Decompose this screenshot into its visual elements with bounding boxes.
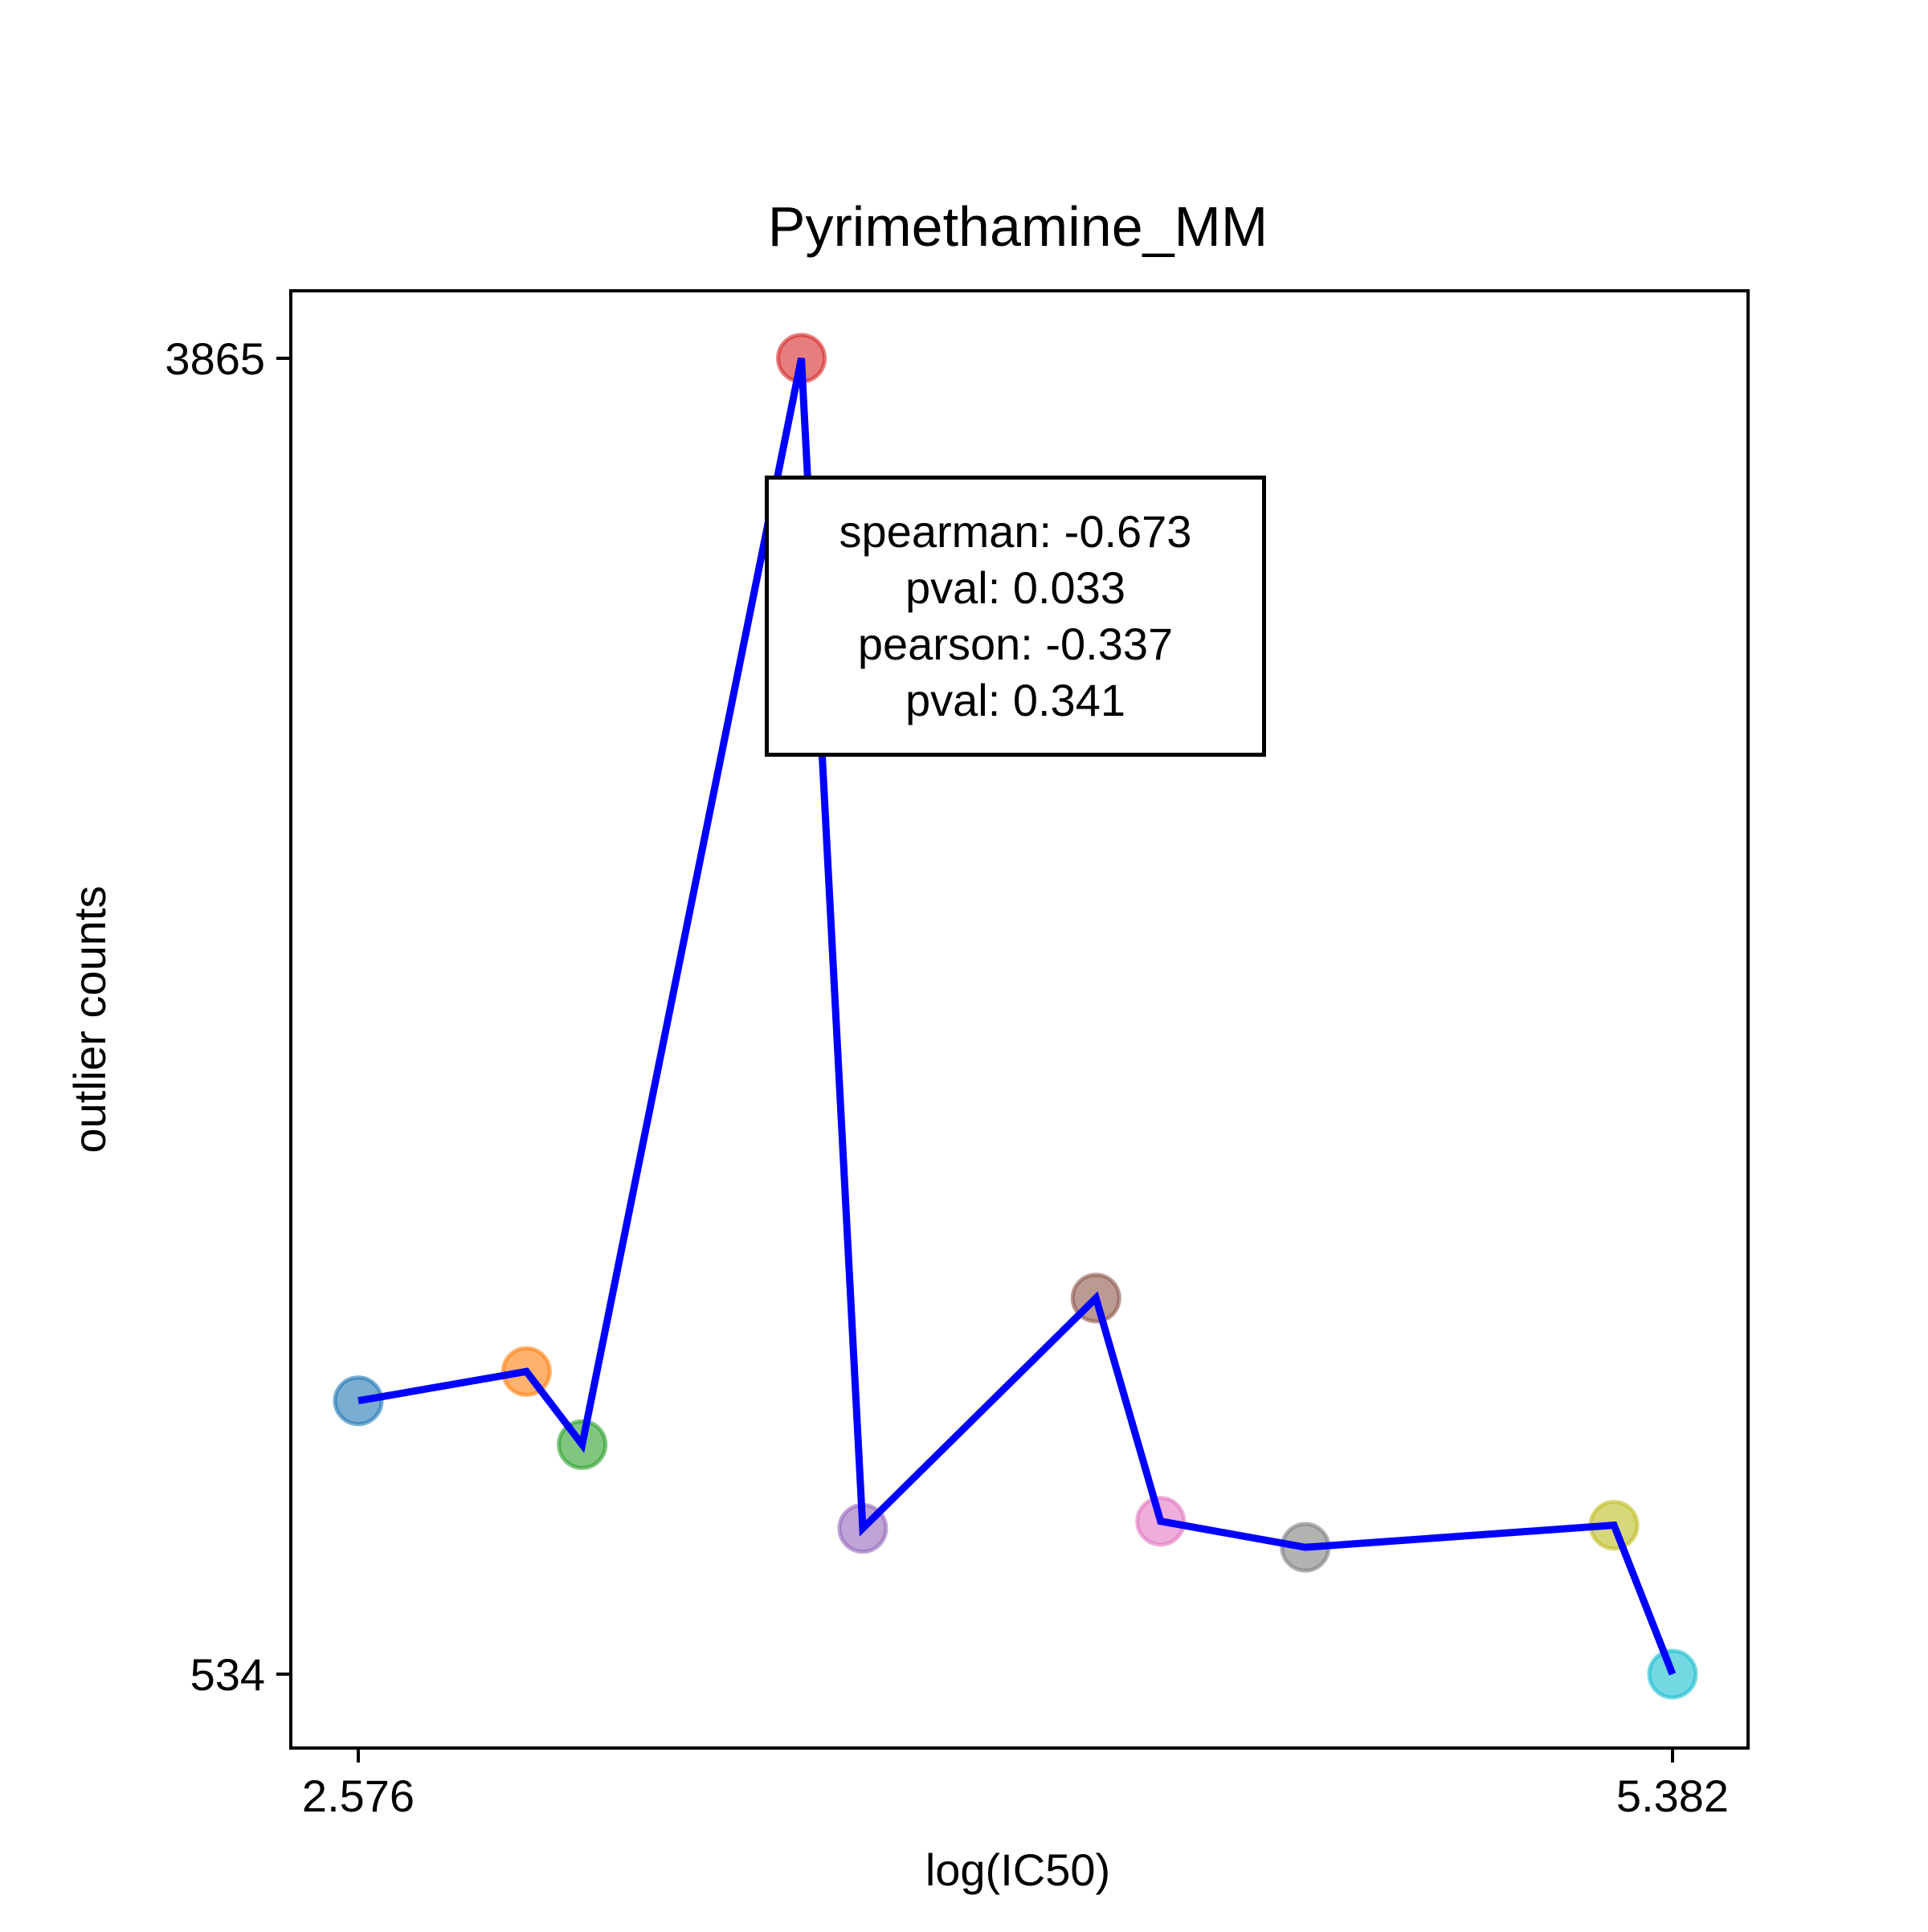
spearman-text: spearman: -0.673 — [839, 506, 1192, 557]
spearman-pval-text: pval: 0.033 — [905, 562, 1125, 613]
axis-ticks: 2.576 5.382 3865 534 — [165, 333, 1729, 1821]
series-line — [357, 357, 1677, 1676]
x-tick-label-1: 2.576 — [302, 1771, 415, 1821]
x-axis-label: log(IC50) — [925, 1844, 1110, 1895]
pearson-text: pearson: -0.337 — [857, 619, 1174, 669]
plot-frame — [289, 289, 1750, 1750]
pearson-pval-text: pval: 0.341 — [905, 675, 1125, 725]
chart-title: Pyrimethamine_MM — [768, 195, 1268, 258]
correlation-stats-box: spearman: -0.673 pval: 0.033 pearson: -0… — [765, 476, 1266, 757]
x-tick-label-2: 5.382 — [1616, 1771, 1729, 1821]
y-tick-label-2: 534 — [190, 1649, 265, 1700]
y-axis-label: outlier counts — [64, 885, 115, 1153]
y-tick-label-1: 3865 — [165, 333, 265, 384]
